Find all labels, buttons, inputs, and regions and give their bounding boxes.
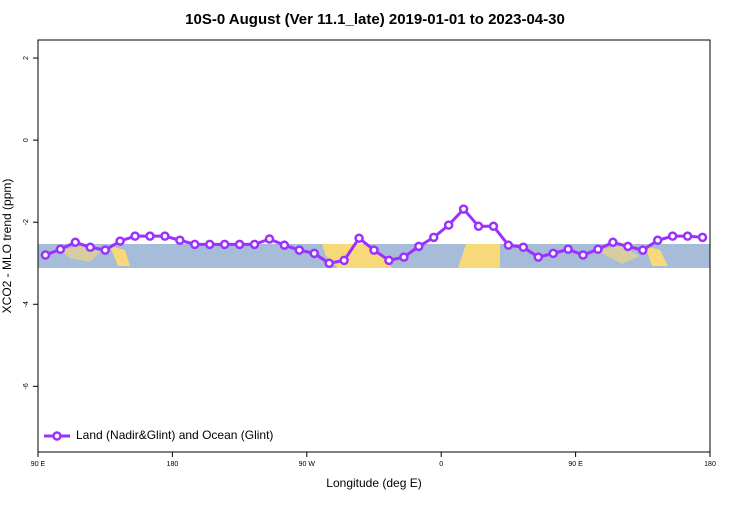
data-point xyxy=(130,231,140,241)
data-point xyxy=(384,255,394,266)
data-point xyxy=(503,240,514,250)
y-tick-label: -6 xyxy=(23,383,30,389)
y-tick-label: 2 xyxy=(23,56,30,60)
data-point xyxy=(443,220,454,230)
data-point xyxy=(578,250,588,260)
data-point xyxy=(533,252,544,262)
data-point xyxy=(160,231,170,241)
data-point xyxy=(100,245,110,255)
data-point xyxy=(249,239,260,250)
data-point xyxy=(414,241,424,252)
x-tick-label: 90 E xyxy=(568,461,583,468)
x-tick-label: 180 xyxy=(167,461,179,468)
x-tick-label: 90 W xyxy=(299,461,316,468)
data-point xyxy=(294,245,305,255)
data-point xyxy=(324,258,334,268)
data-point xyxy=(234,239,245,250)
plot-frame xyxy=(37,39,711,453)
data-point xyxy=(518,242,529,252)
data-point xyxy=(473,221,484,232)
data-point xyxy=(697,232,708,243)
y-axis-label: XCO2 - MLO trend (ppm) xyxy=(0,179,14,314)
data-point xyxy=(339,255,349,266)
data-point xyxy=(623,241,633,252)
data-point xyxy=(70,237,81,248)
data-point xyxy=(264,234,275,244)
data-point xyxy=(667,231,678,241)
data-point xyxy=(40,250,51,260)
y-tick-label: -2 xyxy=(23,219,30,225)
legend-label: Land (Nadir&Glint) and Ocean (Glint) xyxy=(76,428,273,442)
data-point xyxy=(608,237,618,248)
data-point xyxy=(428,232,439,243)
data-point xyxy=(652,235,663,246)
data-point xyxy=(593,244,603,255)
data-point xyxy=(279,240,290,250)
data-point xyxy=(175,235,185,246)
data-point xyxy=(548,248,558,259)
y-tick-label: -4 xyxy=(23,301,30,307)
data-point xyxy=(458,204,469,214)
x-axis-label: Longitude (deg E) xyxy=(326,476,421,490)
data-point xyxy=(488,221,499,232)
data-point xyxy=(354,233,364,243)
data-point xyxy=(563,244,573,255)
x-tick-label: 0 xyxy=(439,461,443,468)
data-point xyxy=(638,245,648,255)
data-point xyxy=(682,231,693,241)
data-point xyxy=(399,252,409,262)
data-point xyxy=(190,239,200,250)
data-point xyxy=(219,239,230,250)
data-point xyxy=(145,231,155,241)
x-tick-label: 180 xyxy=(704,461,716,468)
data-point xyxy=(204,239,215,250)
x-tick-label: 90 E xyxy=(31,461,46,468)
data-point xyxy=(85,242,96,252)
data-point xyxy=(55,244,66,255)
legend-marker xyxy=(52,431,62,441)
data-point xyxy=(115,236,125,246)
data-point xyxy=(369,245,379,255)
y-tick-label: 0 xyxy=(23,138,30,142)
chart-title: 10S-0 August (Ver 11.1_late) 2019-01-01 … xyxy=(185,11,565,28)
data-point xyxy=(309,248,320,259)
